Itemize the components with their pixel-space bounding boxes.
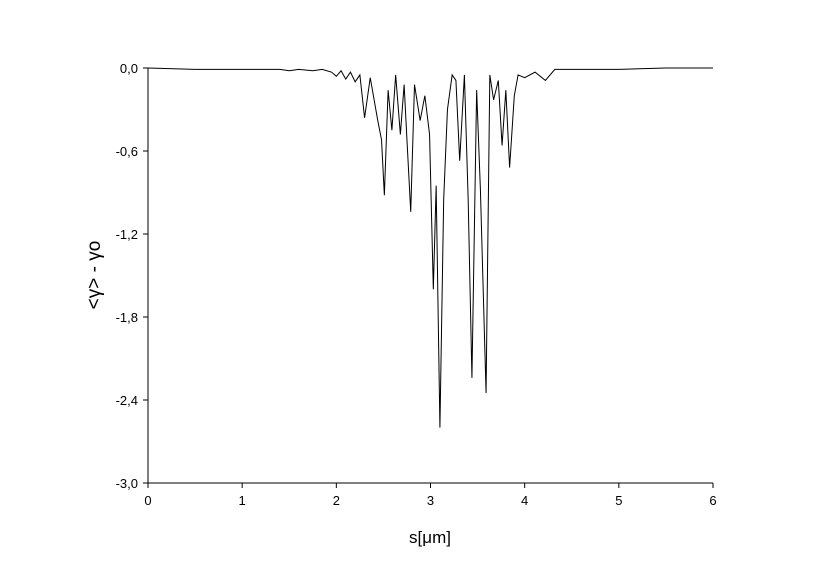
x-tick-label: 5	[615, 493, 622, 508]
y-tick-label: 0,0	[120, 61, 138, 76]
y-tick-label: -1,2	[116, 227, 138, 242]
x-tick-label: 1	[239, 493, 246, 508]
data-line	[147, 67, 713, 428]
x-tick-label: 6	[709, 493, 716, 508]
y-tick-label: -3,0	[116, 476, 138, 491]
x-tick-label: 4	[521, 493, 528, 508]
y-tick-label: -2,4	[116, 393, 138, 408]
y-tick-label: -1,8	[116, 310, 138, 325]
x-tick-label: 0	[144, 493, 151, 508]
x-tick-label: 3	[427, 493, 434, 508]
y-axis-label: <γ> - γo	[84, 241, 105, 310]
x-axis-label: s[μm]	[409, 528, 451, 547]
x-tick-label: 2	[333, 493, 340, 508]
y-tick-label: -0,6	[116, 144, 138, 159]
